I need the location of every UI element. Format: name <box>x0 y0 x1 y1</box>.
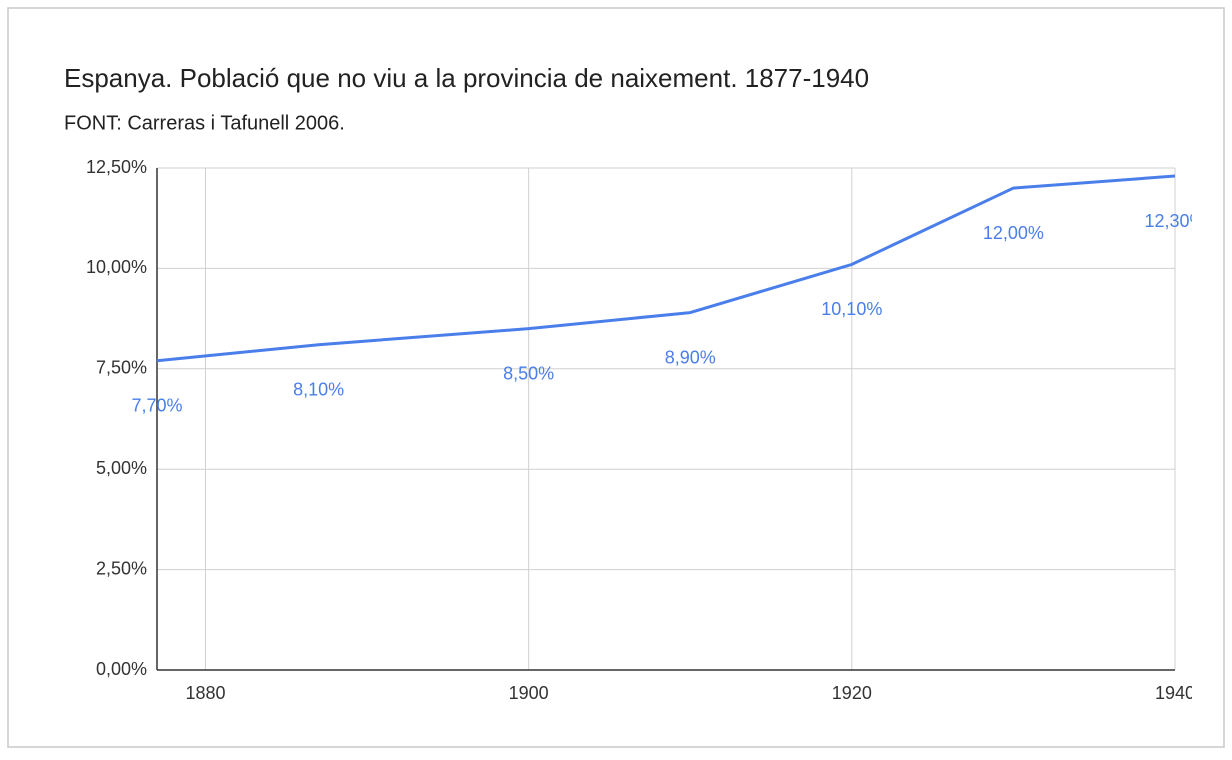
y-tick-label: 7,50% <box>96 358 147 378</box>
data-label: 12,30% <box>1144 211 1205 231</box>
y-tick-label: 2,50% <box>96 558 147 578</box>
x-tick-label: 1900 <box>509 683 549 703</box>
data-label: 8,90% <box>665 347 716 367</box>
data-label: 7,70% <box>131 396 182 416</box>
data-label: 8,50% <box>503 363 554 383</box>
data-label: 10,10% <box>821 299 882 319</box>
y-tick-label: 0,00% <box>96 659 147 679</box>
y-tick-label: 5,00% <box>96 458 147 478</box>
x-tick-label: 1880 <box>185 683 225 703</box>
chart-subtitle: FONT: Carreras i Tafunell 2006. <box>64 112 345 134</box>
data-line <box>156 174 1176 363</box>
frame <box>7 7 1225 748</box>
plot: 0,00% 2,50% 5,00% 7,50% 10,00% 12,50% 1880 1900… <box>86 157 1205 703</box>
data-label: 12,00% <box>983 223 1044 243</box>
data-label: 8,10% <box>293 379 344 399</box>
x-tick-label: 1940 <box>1155 683 1195 703</box>
y-tick-label: 10,00% <box>86 257 147 277</box>
y-tick-label: 12,50% <box>86 157 147 177</box>
chart-title: Espanya. Població que no viu a la provin… <box>64 63 869 93</box>
x-tick-label: 1920 <box>832 683 872 703</box>
